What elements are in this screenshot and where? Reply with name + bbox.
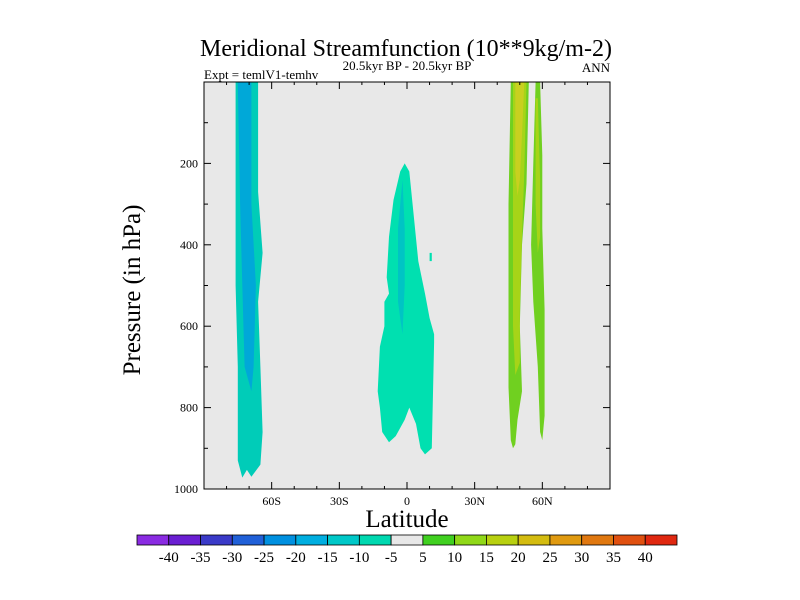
x-tick-label-0: 60S	[262, 494, 281, 508]
y-tick-label-0: 200	[180, 156, 198, 170]
contour-region-north-cell-core	[515, 82, 525, 196]
colorbar-swatch-5	[295, 534, 328, 546]
colorbar-swatch-6	[327, 534, 360, 546]
subtitle-period: 20.5kyr BP - 20.5kyr BP	[343, 58, 472, 73]
colorbar-swatch-14	[581, 534, 614, 546]
colorbar-swatch-16	[644, 534, 678, 546]
chart-title: Meridional Streamfunction (10**9kg/m-2)	[200, 36, 612, 62]
colorbar-label-4: -20	[286, 550, 306, 566]
colorbar-swatch-13	[549, 534, 583, 546]
colorbar-swatch-1	[168, 534, 201, 546]
contour-region-north-cell-east-inner	[535, 98, 541, 253]
colorbar-label-6: -10	[349, 550, 369, 566]
colorbar-swatch-2	[200, 534, 233, 546]
x-tick-label-3: 30N	[464, 494, 485, 508]
x-tick-label-1: 30S	[330, 494, 349, 508]
y-tick-label-3: 800	[180, 401, 198, 415]
contour-region-south-polar-cell-inner	[237, 82, 256, 392]
colorbar-label-3: -25	[254, 550, 274, 566]
contour-region-equatorial-cell-inner	[398, 179, 405, 335]
y-tick-label-4: 1000	[174, 482, 198, 496]
subtitle-experiment: Expt = temlV1-temhv	[204, 67, 319, 82]
subtitle-season: ANN	[582, 60, 611, 75]
colorbar-swatch-11	[486, 534, 519, 546]
y-axis-label: Pressure (in hPa)	[119, 205, 146, 376]
x-axis-label: Latitude	[365, 506, 448, 533]
colorbar-label-0: -40	[159, 550, 179, 566]
colorbar-label-14: 35	[606, 550, 621, 566]
colorbar-label-2: -30	[222, 550, 242, 566]
colorbar-swatch-15	[613, 534, 646, 546]
colorbar-label-11: 20	[511, 550, 526, 566]
colorbar-label-9: 10	[447, 550, 462, 566]
colorbar-label-5: -15	[318, 550, 338, 566]
colorbar-label-7: -5	[385, 550, 398, 566]
x-tick-label-2: 0	[404, 494, 410, 508]
colorbar-swatch-4	[263, 534, 297, 546]
colorbar-label-13: 30	[574, 550, 589, 566]
contour-region-equatorial-spot	[429, 252, 432, 262]
colorbar-swatch-12	[517, 534, 551, 546]
contour-region-north-cell-east-outer	[531, 82, 545, 441]
colorbar-swatch-8	[390, 534, 424, 546]
colorbar-label-1: -35	[191, 550, 211, 566]
colorbar: -40 -35 -30 -25 -20 -15 -10 -5 5 10 15 20 25 30 35 40	[136, 534, 678, 566]
y-tick-label-1: 400	[180, 238, 198, 252]
colorbar-swatch-7	[358, 534, 392, 546]
x-tick-label-4: 60N	[532, 494, 553, 508]
y-tick-label-2: 600	[180, 319, 198, 333]
colorbar-swatch-0	[136, 534, 170, 546]
contour-region-equatorial-cell-outer	[377, 163, 435, 455]
axis-ticks: 60S 30S 0 30N 60N 200 400 600 800 1000	[174, 82, 610, 508]
colorbar-swatch-9	[422, 534, 456, 546]
colorbar-label-8: 5	[419, 550, 427, 566]
colorbar-label-15: 40	[638, 550, 653, 566]
colorbar-label-12: 25	[542, 550, 557, 566]
colorbar-swatch-3	[231, 534, 265, 546]
contour-regions	[235, 82, 545, 478]
colorbar-swatch-10	[454, 534, 487, 546]
colorbar-label-10: 15	[479, 550, 494, 566]
